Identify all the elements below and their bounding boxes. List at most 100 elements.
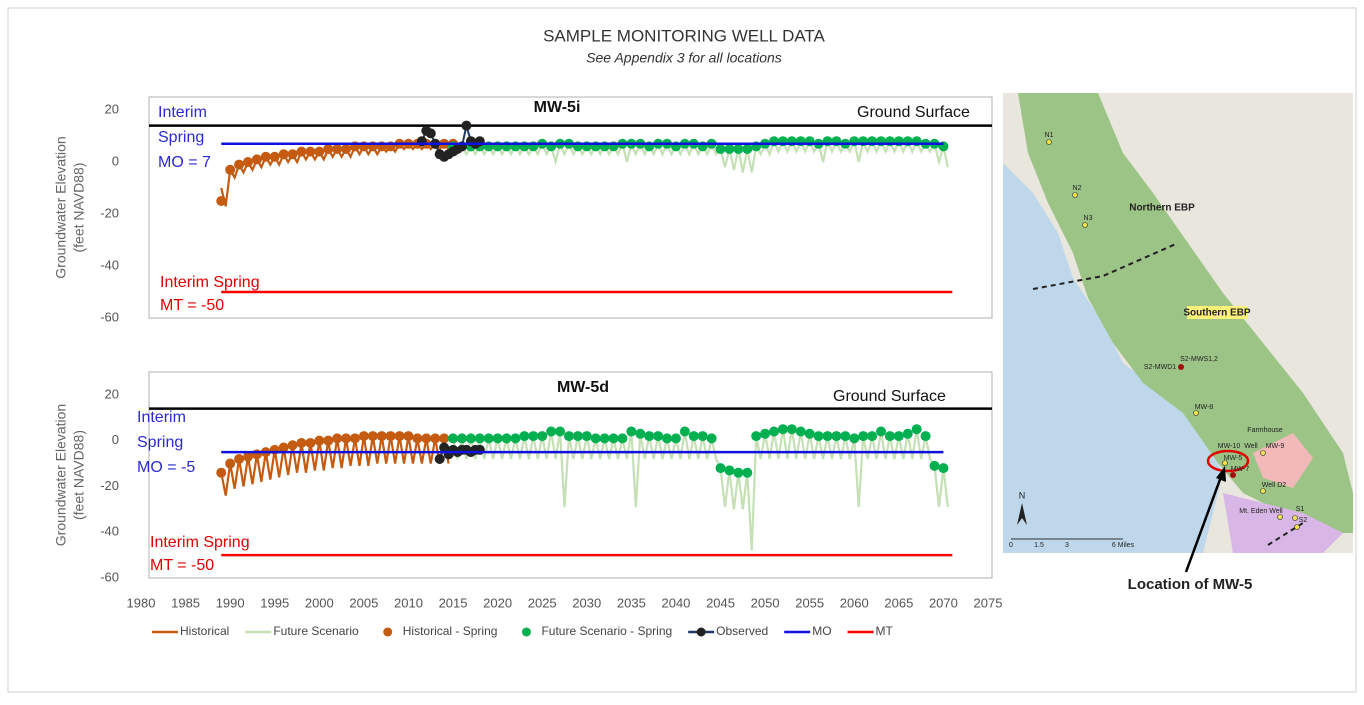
series-dot	[466, 433, 476, 443]
x-tick-label: 1985	[171, 595, 200, 610]
x-tick-label: 2030	[572, 595, 601, 610]
series-dot	[930, 461, 940, 471]
series-dot	[403, 431, 413, 441]
series-dot	[609, 433, 619, 443]
series-dot	[582, 431, 592, 441]
series-dot	[591, 433, 601, 443]
x-tick-label: 2075	[974, 595, 1003, 610]
series-dot	[457, 433, 467, 443]
series-dot	[288, 149, 298, 159]
series-dot	[840, 431, 850, 441]
x-tick-label: 2050	[751, 595, 780, 610]
legend-label: MT	[876, 624, 894, 638]
series-dot	[314, 147, 324, 157]
legend-label: Future Scenario - Spring	[541, 624, 672, 638]
series-dot	[225, 459, 235, 469]
series-dot	[216, 196, 226, 206]
series-dot	[912, 424, 922, 434]
series-dot	[332, 433, 342, 443]
map-label: Mt. Eden Well	[1239, 508, 1283, 515]
series-dot	[314, 436, 324, 446]
legend-label: Observed	[716, 624, 768, 638]
series-dot	[484, 433, 494, 443]
series-dot	[617, 433, 627, 443]
map-label: 0	[1009, 542, 1013, 549]
series-dot	[626, 427, 636, 437]
series-dot	[724, 465, 734, 475]
series-dot	[448, 433, 458, 443]
map-well	[1261, 489, 1266, 494]
map-label: 6 Miles	[1112, 542, 1135, 549]
series-dot	[270, 152, 280, 162]
series-dot	[430, 433, 440, 443]
series-dot	[475, 433, 485, 443]
series-dot	[662, 433, 672, 443]
series-dot	[296, 147, 306, 157]
series-dot	[305, 438, 315, 448]
legend-dot	[697, 628, 706, 637]
map-label: Well D2	[1262, 482, 1286, 489]
series-dot	[760, 429, 770, 439]
series-dot	[778, 424, 788, 434]
series-dot	[279, 149, 289, 159]
y-axis-title: (feet NAVD88)	[71, 163, 87, 253]
series-dot	[350, 433, 360, 443]
series-dot	[252, 154, 262, 164]
series-dot	[243, 157, 253, 167]
map-label: S2-MWS1,2	[1180, 356, 1218, 363]
series-dot	[461, 121, 471, 131]
map-label: MW-9	[1266, 443, 1285, 450]
series-dot	[341, 144, 351, 154]
legend-label: Historical	[180, 624, 229, 638]
series-dot	[555, 427, 565, 437]
map-well	[1194, 411, 1199, 416]
legend-label: Future Scenario	[273, 624, 359, 638]
series-dot	[849, 433, 859, 443]
series-dot	[805, 429, 815, 439]
title: SAMPLE MONITORING WELL DATA	[543, 26, 825, 45]
y-tick-label: 0	[112, 153, 119, 168]
series-dot	[724, 144, 734, 154]
map-well	[1295, 525, 1300, 530]
series-dot	[573, 431, 583, 441]
series-dot	[903, 429, 913, 439]
series-dot	[412, 433, 422, 443]
series-dot	[216, 468, 226, 478]
series-dot	[435, 454, 445, 464]
map-well	[1230, 472, 1236, 478]
series-dot	[305, 147, 315, 157]
x-tick-label: 2015	[439, 595, 468, 610]
map-label: 3	[1065, 542, 1069, 549]
legend-item: Future Scenario - Spring	[522, 624, 672, 638]
series-dot	[395, 431, 405, 441]
series-dot	[894, 431, 904, 441]
x-tick-label: 2020	[483, 595, 512, 610]
map-well	[1261, 451, 1266, 456]
legend-label: Historical - Spring	[403, 624, 498, 638]
map-label: MW-8	[1195, 404, 1214, 411]
y-tick-label: -40	[100, 524, 119, 539]
map-label: S2-MWD1	[1144, 364, 1176, 371]
x-tick-label: 2065	[884, 595, 913, 610]
series-dot	[814, 431, 824, 441]
mt-label: MT = -50	[150, 557, 214, 574]
series-dot	[751, 431, 761, 441]
series-dot	[644, 431, 654, 441]
series-dot	[537, 431, 547, 441]
series-dot	[323, 144, 333, 154]
y-tick-label: -20	[100, 478, 119, 493]
map-label: MW-10	[1218, 443, 1241, 450]
map-label: S2	[1299, 517, 1308, 524]
legend-dot	[522, 628, 531, 637]
series-dot	[689, 431, 699, 441]
series-dot	[234, 160, 244, 170]
series-dot	[823, 431, 833, 441]
map-label: Well	[1244, 443, 1258, 450]
series-dot	[332, 144, 342, 154]
y-axis-title: Groundwater Elevation	[53, 404, 69, 546]
y-axis-title: (feet NAVD88)	[71, 430, 87, 520]
x-tick-label: 2040	[661, 595, 690, 610]
y-tick-label: -20	[100, 205, 119, 220]
mo-label: Interim	[158, 104, 207, 121]
mo-label: MO = 7	[158, 154, 211, 171]
